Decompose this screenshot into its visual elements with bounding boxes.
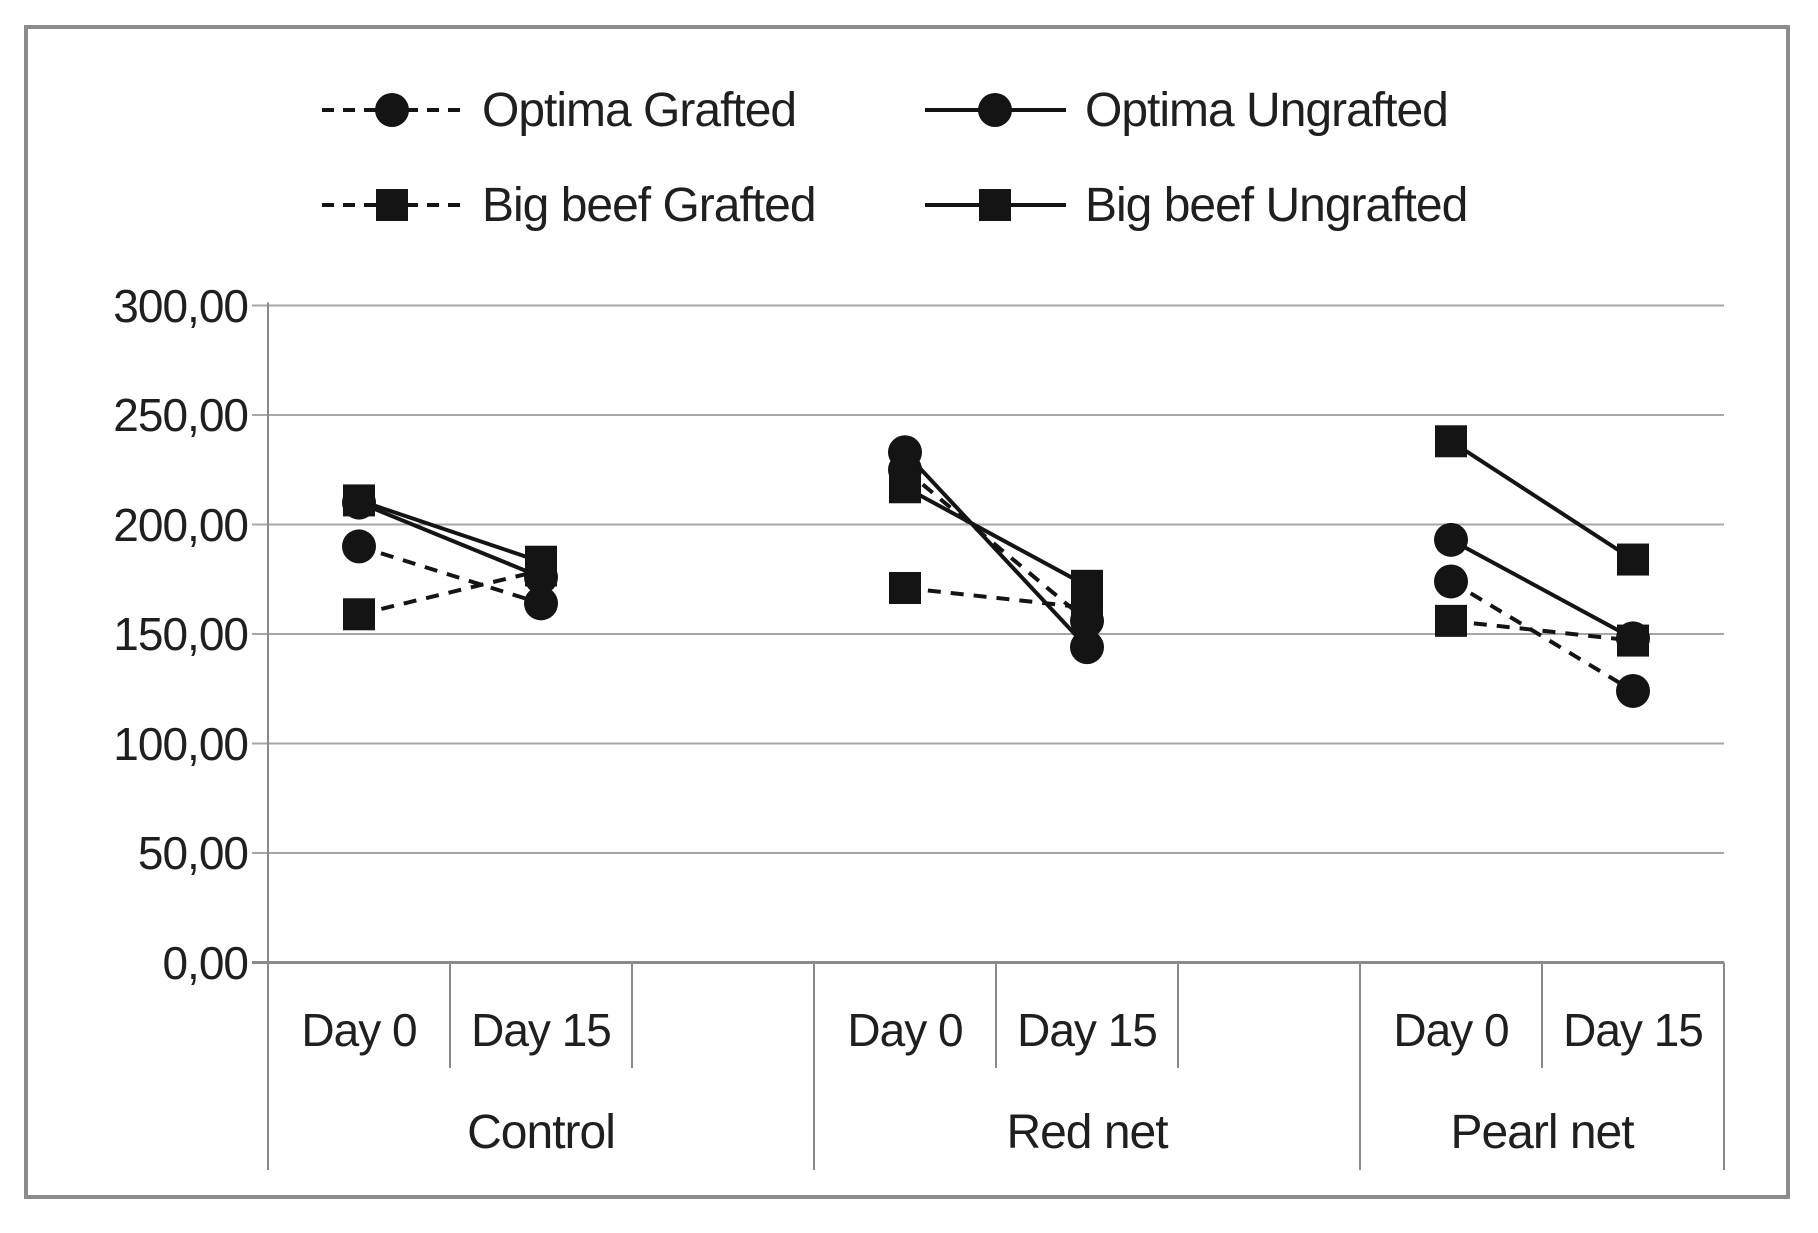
data-point-marker (343, 484, 375, 517)
chart-border-frame (24, 25, 1790, 1199)
legend-item-big-beef-grafted: Big beef Grafted (322, 177, 817, 233)
data-point-marker (1435, 425, 1467, 458)
series-line-optima-ungrafted (1450, 538, 1634, 641)
data-point-marker (1434, 564, 1468, 599)
data-point-marker (889, 471, 921, 504)
legend-item-big-beef-ungrafted: Big beef Ungrafted (925, 177, 1468, 233)
legend-item-optima-grafted: Optima Grafted (322, 82, 797, 138)
solid-circle-marker-icon (925, 93, 1066, 127)
group-label: Pearl net (1450, 1106, 1634, 1159)
series-line-big-beef-grafted (1450, 618, 1634, 643)
day-label: Day 0 (847, 1004, 963, 1056)
series-line-big-beef-grafted (358, 568, 542, 617)
series-line-big-beef-grafted (904, 586, 1088, 610)
data-point-marker (343, 598, 375, 631)
dashed-square-marker-icon (322, 189, 463, 221)
y-tick-label: 200,00 (113, 498, 249, 551)
legend-item-label: Big beef Ungrafted (1085, 178, 1468, 232)
series-line-big-beef-ungrafted (904, 485, 1088, 588)
legend-item-label: Optima Grafted (482, 83, 797, 137)
data-point-marker (342, 529, 376, 564)
series-line-big-beef-ungrafted (358, 498, 542, 564)
y-tick-label: 0,00 (162, 936, 249, 989)
data-point-marker (1617, 543, 1649, 576)
data-point-marker (525, 545, 557, 578)
group-label: Red net (1006, 1106, 1168, 1159)
legend-marker-shape (376, 189, 408, 221)
legend-marker-shape (375, 93, 409, 127)
series-line-optima-grafted (358, 544, 542, 606)
data-point-marker (889, 572, 921, 605)
series-line-optima-ungrafted (903, 450, 1089, 649)
data-point-marker (888, 435, 922, 470)
solid-square-marker-icon (925, 189, 1066, 221)
series-line-optima-grafted (1449, 579, 1635, 693)
series-line-optima-grafted (903, 468, 1089, 623)
day-label: Day 0 (301, 1004, 417, 1056)
y-tick-label: 300,00 (113, 279, 249, 332)
group-label: Control (467, 1106, 616, 1159)
legend-item-optima-ungrafted: Optima Ungrafted (925, 82, 1449, 138)
data-point-marker (1617, 624, 1649, 657)
day-label: Day 15 (1017, 1004, 1158, 1056)
day-label: Day 15 (471, 1004, 612, 1056)
day-label: Day 15 (1563, 1004, 1704, 1056)
y-tick-label: 50,00 (137, 827, 249, 879)
data-point-marker (1434, 522, 1468, 557)
data-point-marker (1070, 630, 1104, 665)
dashed-circle-marker-icon (322, 93, 463, 127)
data-point-marker (524, 586, 558, 621)
y-tick-label: 100,00 (113, 717, 249, 770)
data-point-marker (1616, 673, 1650, 708)
y-tick-label: 150,00 (113, 608, 249, 660)
series-line-big-beef-ungrafted (1449, 439, 1635, 562)
legend-item-label: Big beef Grafted (482, 178, 817, 232)
day-label: Day 0 (1393, 1004, 1509, 1056)
y-tick-label: 250,00 (113, 389, 249, 441)
series-line-optima-ungrafted (358, 500, 542, 579)
legend-marker-shape (978, 93, 1012, 127)
legend-marker-shape (979, 189, 1011, 221)
data-point-marker (1435, 604, 1467, 637)
data-point-marker (1071, 569, 1103, 602)
legend-item-label: Optima Ungrafted (1085, 83, 1449, 137)
